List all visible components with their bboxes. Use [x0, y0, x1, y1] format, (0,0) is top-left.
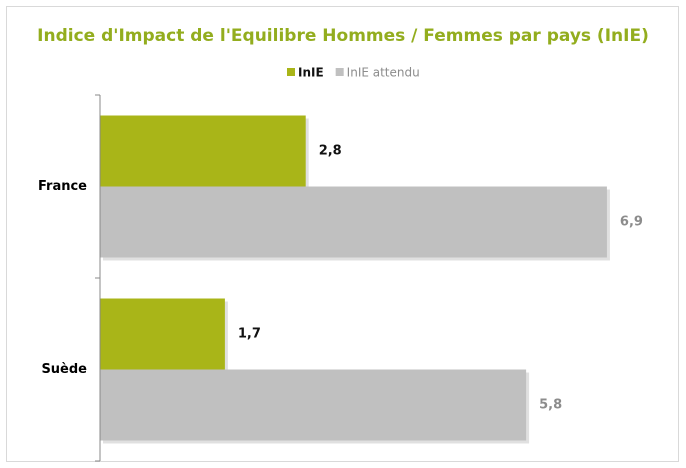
legend-swatch: [335, 68, 344, 76]
bar: [100, 115, 306, 187]
legend-label: InIE: [298, 66, 324, 80]
data-label: 5,8: [539, 398, 562, 413]
chart-title: Indice d'Impact de l'Equilibre Hommes / …: [37, 26, 649, 46]
legend: InIE InIE attendu: [287, 66, 420, 80]
bar: [100, 369, 527, 441]
bar: [100, 186, 607, 258]
data-label: 2,8: [319, 144, 342, 159]
bar: [100, 298, 225, 370]
data-label: 1,7: [238, 327, 261, 342]
y-tick-label: Suède: [41, 362, 87, 377]
data-label: 6,9: [620, 215, 643, 230]
legend-swatch: [287, 68, 295, 76]
y-tick-label: France: [38, 179, 87, 194]
legend-label: InIE attendu: [347, 66, 420, 80]
